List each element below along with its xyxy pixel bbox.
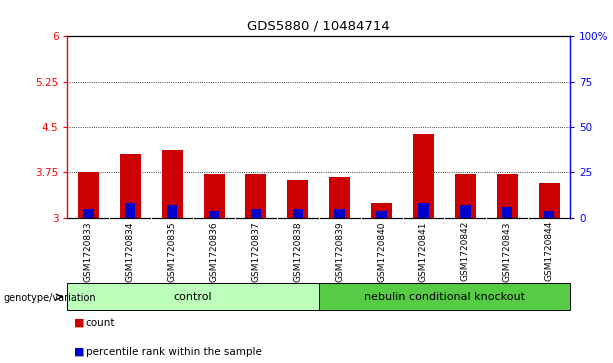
Bar (539, 183, 560, 218)
Text: GSM1720835: GSM1720835 (167, 221, 177, 282)
Bar (67, 283, 319, 310)
Text: GSM1720838: GSM1720838 (293, 221, 302, 282)
Text: count: count (86, 318, 115, 328)
Bar (167, 205, 177, 218)
Bar (376, 211, 387, 218)
Text: control: control (173, 292, 213, 302)
Text: percentile rank within the sample: percentile rank within the sample (86, 347, 262, 357)
Bar (335, 209, 345, 218)
Bar (162, 150, 183, 218)
Text: nebulin conditional knockout: nebulin conditional knockout (364, 292, 525, 302)
Bar (251, 209, 261, 218)
Bar (413, 134, 434, 218)
Text: GSM1720840: GSM1720840 (377, 221, 386, 282)
Bar (455, 174, 476, 218)
Text: GSM1720842: GSM1720842 (461, 221, 470, 281)
Bar (544, 211, 554, 218)
Bar (497, 174, 518, 218)
Bar (292, 209, 303, 218)
Text: GSM1720837: GSM1720837 (251, 221, 261, 282)
Text: GSM1720843: GSM1720843 (503, 221, 512, 282)
Bar (204, 174, 224, 218)
Bar (120, 154, 141, 218)
Bar (125, 203, 135, 218)
Text: genotype/variation: genotype/variation (3, 293, 96, 303)
Bar (83, 209, 94, 218)
Bar (209, 211, 219, 218)
Text: GSM1720839: GSM1720839 (335, 221, 345, 282)
Text: GSM1720833: GSM1720833 (84, 221, 93, 282)
Bar (418, 203, 428, 218)
Text: ■: ■ (74, 318, 84, 328)
Bar (319, 283, 570, 310)
Bar (371, 203, 392, 218)
Text: GSM1720834: GSM1720834 (126, 221, 135, 282)
Bar (245, 174, 267, 218)
Title: GDS5880 / 10484714: GDS5880 / 10484714 (248, 19, 390, 32)
Bar (287, 180, 308, 218)
Bar (502, 207, 512, 218)
Bar (460, 205, 471, 218)
Text: GSM1720844: GSM1720844 (544, 221, 554, 281)
Text: ■: ■ (74, 347, 84, 357)
Bar (78, 172, 99, 218)
Bar (329, 177, 350, 218)
Text: GSM1720836: GSM1720836 (210, 221, 219, 282)
Text: GSM1720841: GSM1720841 (419, 221, 428, 282)
